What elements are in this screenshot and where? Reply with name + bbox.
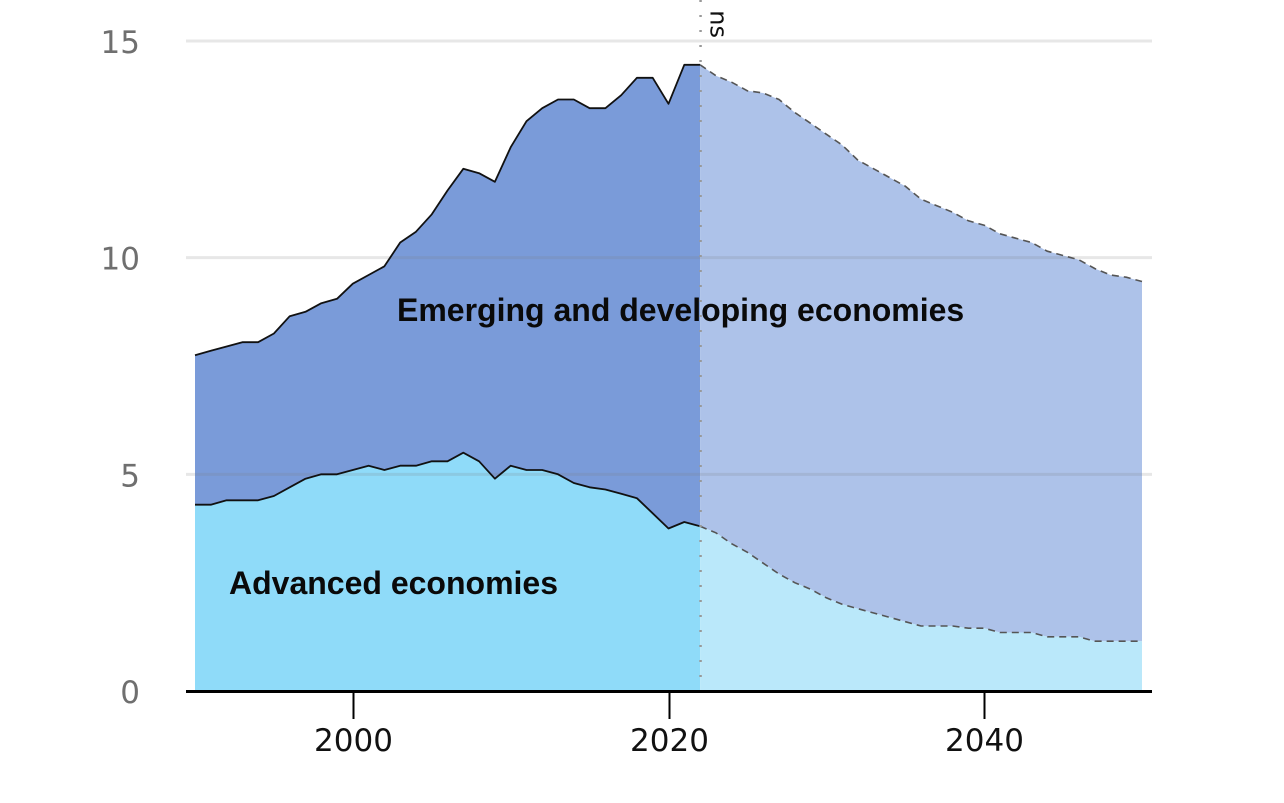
y-tick-label-5: 5 <box>120 458 140 494</box>
y-tick-label-10: 10 <box>101 242 140 278</box>
area-emerging-historical <box>195 64 701 529</box>
area-advanced-historical <box>195 452 701 691</box>
series-label-advanced: Advanced economies <box>229 565 558 601</box>
x-axis-ticks: 2000 2020 2040 <box>314 691 1024 759</box>
y-tick-label-0: 0 <box>120 675 140 711</box>
line-total-projected <box>699 64 1143 283</box>
y-axis-ticks: 0 5 10 15 <box>101 25 140 711</box>
area-emerging-projected <box>700 64 1142 642</box>
outlines-layer <box>194 63 1143 642</box>
line-advanced-projected <box>699 525 1142 642</box>
area-advanced-projected <box>700 526 1142 691</box>
gridlines-layer <box>186 39 1152 476</box>
x-tick-label-2020: 2020 <box>630 723 709 759</box>
line-total-historical <box>194 63 701 357</box>
y-tick-label-15: 15 <box>101 25 140 61</box>
x-tick-label-2040: 2040 <box>945 723 1024 759</box>
series-label-emerging: Emerging and developing economies <box>397 292 964 328</box>
x-tick-label-2000: 2000 <box>314 723 393 759</box>
line-advanced-historical <box>195 451 701 530</box>
projection-label: ns <box>705 10 733 38</box>
areas-layer <box>195 64 1142 691</box>
